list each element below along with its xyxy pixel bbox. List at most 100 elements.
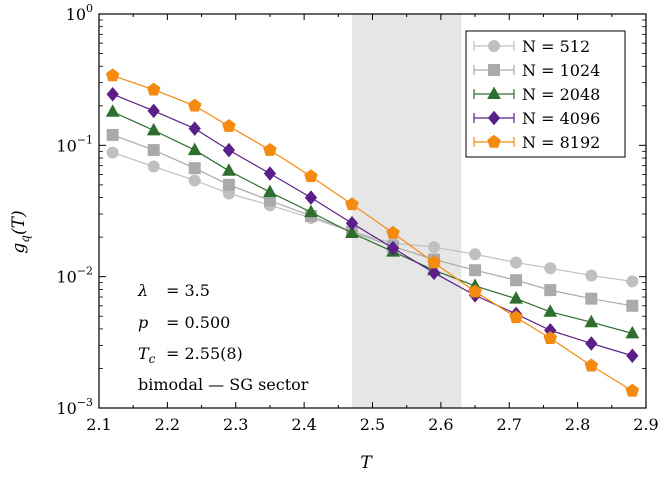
data-point	[386, 240, 400, 256]
data-point	[147, 160, 160, 173]
x-tick-label: 2.2	[155, 415, 180, 434]
data-point	[304, 169, 318, 183]
legend-entry: N = 1024	[473, 61, 600, 80]
legend-marker	[487, 110, 501, 126]
series-line	[112, 74, 633, 392]
x-tick-label: 2.8	[565, 415, 590, 434]
data-point	[625, 383, 640, 397]
data-point	[222, 142, 236, 158]
data-point	[585, 269, 598, 282]
y-tick-label: 10−1	[56, 133, 93, 155]
x-tick-label: 2.9	[633, 415, 658, 434]
x-axis-title: T	[360, 453, 373, 473]
data-point	[188, 174, 201, 187]
data-point	[585, 292, 598, 305]
y-tick-label: 10−3	[56, 396, 93, 418]
data-point	[345, 225, 359, 239]
y-axis-title-arg: (T)	[9, 210, 29, 235]
annotation-tc: Tc = 2.55(8)	[138, 344, 243, 366]
data-point	[543, 304, 558, 317]
data-point	[263, 142, 277, 156]
legend-label: N = 1024	[522, 61, 600, 80]
data-point	[543, 331, 558, 344]
data-point	[386, 225, 400, 239]
data-point	[188, 162, 201, 175]
data-point	[147, 144, 160, 157]
annotation-p-symbol: p	[138, 313, 148, 332]
x-tick-label: 2.5	[360, 415, 385, 434]
y-axis-title: gq(T)	[9, 210, 32, 253]
data-point	[304, 204, 318, 218]
x-tick-label: 2.4	[291, 415, 316, 434]
legend-label: N = 2048	[522, 85, 600, 104]
legend-label: N = 512	[522, 37, 590, 56]
data-point	[626, 275, 639, 288]
data-point	[263, 184, 277, 198]
shaded-region	[351, 14, 462, 408]
data-point	[146, 82, 161, 96]
x-tick-label: 2.6	[428, 415, 453, 434]
data-point	[584, 358, 599, 372]
data-point	[625, 325, 640, 339]
data-point	[626, 348, 639, 364]
data-point	[146, 122, 161, 136]
data-point	[187, 142, 202, 156]
annotation-p: p = 0.500	[138, 313, 230, 332]
annotations: λ = 3.5 p = 0.500 Tc = 2.55(8) bimodal — SG…	[137, 281, 309, 394]
annotation-tc-value: = 2.55(8)	[166, 344, 243, 363]
data-point	[105, 104, 120, 117]
annotation-lambda: λ = 3.5	[137, 281, 210, 300]
data-point	[584, 314, 599, 328]
data-point	[544, 284, 557, 297]
x-tick-label: 2.7	[497, 415, 522, 434]
y-axis-title-g: g	[9, 243, 29, 254]
x-tick-label: 2.3	[223, 415, 248, 434]
shaded-region-layer	[351, 14, 462, 408]
annotation-tc-symbol: T	[138, 344, 150, 363]
data-point	[187, 98, 202, 112]
data-point	[427, 265, 441, 281]
legend: N = 512 N = 1024 N = 2048 N = 4096 N = 8192	[465, 30, 626, 158]
data-point	[106, 146, 119, 159]
series-layer	[105, 68, 640, 397]
data-point	[188, 121, 201, 136]
data-point	[469, 248, 482, 261]
data-point	[147, 103, 160, 119]
data-point	[585, 336, 598, 351]
data-point	[510, 274, 523, 287]
legend-label: N = 8192	[522, 133, 600, 152]
data-point	[509, 310, 523, 324]
data-point	[222, 178, 235, 191]
data-point	[222, 119, 236, 132]
data-point	[106, 128, 119, 141]
data-point	[105, 68, 120, 82]
data-point	[468, 284, 482, 298]
data-point	[510, 256, 523, 269]
legend-entry: N = 8192	[473, 133, 600, 152]
x-tick-label: 2.1	[86, 415, 111, 434]
data-point	[222, 163, 236, 176]
y-tick-label: 10−2	[56, 265, 93, 287]
annotation-p-value: = 0.500	[166, 313, 230, 332]
y-axis-title-sub: q	[18, 235, 32, 243]
legend-entry: N = 4096	[473, 109, 600, 128]
annotation-sector: bimodal — SG sector	[138, 375, 309, 394]
legend-label: N = 4096	[522, 109, 600, 128]
data-point	[469, 264, 482, 277]
y-tick-label: 100	[66, 2, 93, 24]
data-point	[428, 241, 441, 254]
data-point	[544, 262, 557, 275]
annotation-lambda-value: = 3.5	[166, 281, 210, 300]
legend-marker	[487, 134, 501, 148]
legend-marker	[488, 40, 500, 52]
legend-marker	[488, 64, 500, 76]
data-point	[345, 197, 359, 211]
data-point	[304, 190, 318, 205]
annotation-tc-sub: c	[149, 352, 156, 366]
data-point	[509, 291, 523, 304]
legend-entry: N = 2048	[473, 85, 600, 104]
data-point	[427, 255, 441, 269]
data-point	[263, 166, 277, 181]
series-line	[112, 93, 633, 357]
